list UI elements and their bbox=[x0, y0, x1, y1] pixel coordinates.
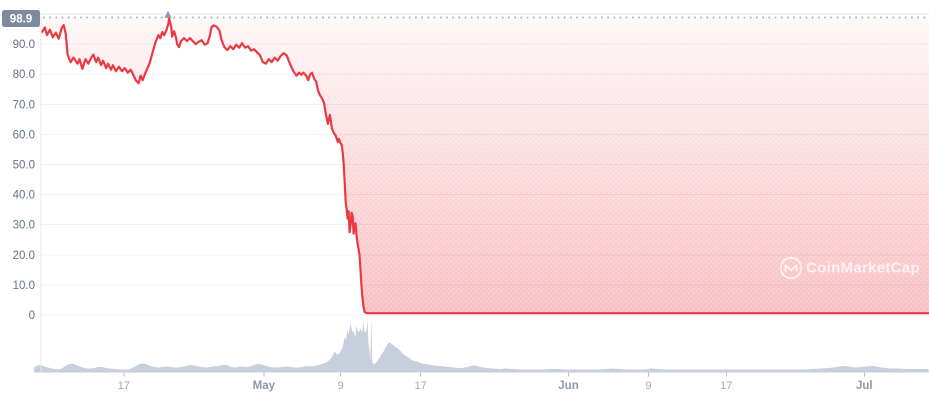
ath-badge: 98.9 bbox=[2, 10, 40, 27]
y-axis-label: 40.0 bbox=[13, 190, 35, 202]
price-line-path bbox=[40, 17, 929, 315]
y-axis-label: 0 bbox=[29, 310, 35, 322]
y-axis-label: 30.0 bbox=[13, 220, 35, 232]
y-axis-label: 60.0 bbox=[13, 129, 35, 141]
y-axis-label: 10.0 bbox=[13, 280, 35, 292]
x-axis-month-label: May bbox=[253, 380, 276, 392]
x-axis-month-label: Jul bbox=[856, 380, 873, 392]
y-axis-label: 90.0 bbox=[13, 39, 35, 51]
y-axis-label: 20.0 bbox=[13, 250, 35, 262]
coinmarketcap-logo-m-icon bbox=[784, 264, 798, 273]
x-axis-day-label: 9 bbox=[645, 380, 651, 392]
price-line bbox=[40, 17, 929, 315]
coinmarketcap-watermark: CoinMarketCap bbox=[779, 256, 920, 280]
ath-badge-value: 98.9 bbox=[10, 14, 32, 26]
x-axis-day-label: 9 bbox=[338, 380, 344, 392]
x-axis-day-label: 17 bbox=[414, 380, 426, 392]
x-axis-month-label: Jun bbox=[558, 380, 578, 392]
y-axis-label: 80.0 bbox=[13, 69, 35, 81]
volume-silhouette bbox=[34, 318, 929, 373]
volume-bars bbox=[34, 318, 929, 373]
ath-peak-marker-icon bbox=[164, 10, 172, 18]
drawdown-area-fill bbox=[41, 18, 929, 314]
axes-and-labels: 0 10.0 20.0 30.0 40.0 50.0 60.0 70.0 80.0 90.0 17 M… bbox=[13, 13, 929, 392]
drawdown-dot-texture bbox=[41, 18, 929, 314]
y-axis-label: 50.0 bbox=[13, 160, 35, 172]
watermark-label: CoinMarketCap bbox=[806, 260, 920, 277]
coinmarketcap-logo-icon bbox=[779, 256, 803, 280]
ath-dotted-line bbox=[43, 10, 929, 19]
y-axis-label: 70.0 bbox=[13, 99, 35, 111]
ath-badge-background bbox=[2, 10, 40, 27]
x-axis-day-label: 17 bbox=[720, 380, 732, 392]
x-axis-day-label: 17 bbox=[118, 380, 130, 392]
